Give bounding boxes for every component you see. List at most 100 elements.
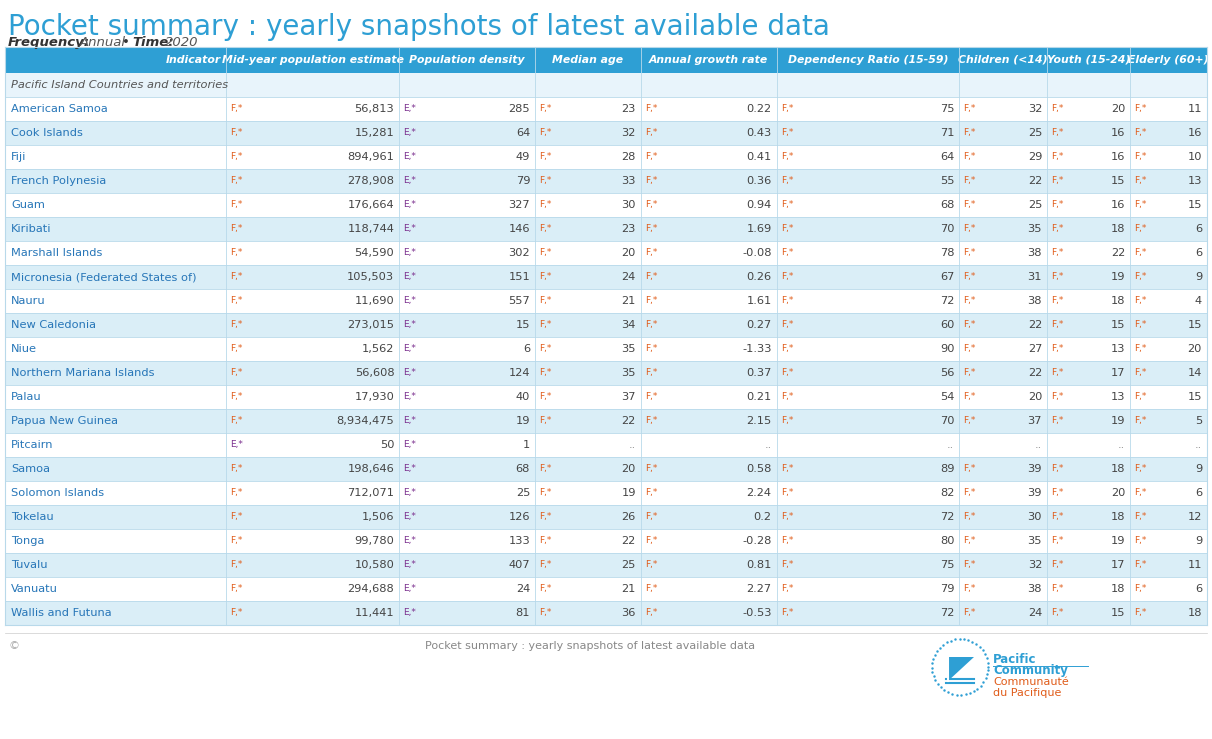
Text: Elderly (60+): Elderly (60+) — [1128, 55, 1208, 65]
Text: 302: 302 — [509, 248, 530, 258]
Text: F,*: F,* — [1134, 200, 1147, 209]
Text: 12: 12 — [1188, 512, 1202, 522]
Text: F,*: F,* — [230, 537, 242, 545]
Text: Cook Islands: Cook Islands — [11, 128, 82, 138]
Text: E,*: E,* — [404, 225, 416, 234]
Text: F,*: F,* — [1134, 296, 1147, 305]
Text: F,*: F,* — [230, 152, 242, 162]
Text: F,*: F,* — [230, 177, 242, 185]
Text: 0.41: 0.41 — [747, 152, 772, 162]
Text: F,*: F,* — [781, 608, 793, 618]
Text: F,*: F,* — [1051, 321, 1063, 330]
Text: 15: 15 — [1110, 176, 1125, 186]
Text: 15,281: 15,281 — [354, 128, 394, 138]
Text: 17: 17 — [1110, 368, 1125, 378]
Bar — [5, 241, 1207, 265]
Text: F,*: F,* — [1051, 344, 1063, 353]
Text: 72: 72 — [941, 608, 954, 618]
Text: 25: 25 — [516, 488, 530, 498]
Text: F,*: F,* — [1134, 104, 1147, 114]
Text: F,*: F,* — [964, 537, 976, 545]
Text: F,*: F,* — [645, 344, 657, 353]
Text: F,*: F,* — [230, 488, 242, 497]
Text: F,*: F,* — [1134, 369, 1147, 378]
Text: 17,930: 17,930 — [354, 392, 394, 402]
Text: F,*: F,* — [781, 152, 793, 162]
Bar — [5, 145, 1207, 169]
Text: F,*: F,* — [1051, 225, 1063, 234]
Text: 15: 15 — [1188, 200, 1202, 210]
Text: 19: 19 — [1110, 416, 1125, 426]
Bar — [5, 601, 1207, 625]
Text: 21: 21 — [622, 296, 636, 306]
Text: F,*: F,* — [781, 560, 793, 570]
Text: F,*: F,* — [1051, 488, 1063, 497]
Text: 70: 70 — [939, 224, 954, 234]
Text: 20: 20 — [1188, 344, 1202, 354]
Text: 89: 89 — [939, 464, 954, 474]
Bar — [5, 73, 1207, 97]
Text: F,*: F,* — [964, 225, 976, 234]
Text: F,*: F,* — [1051, 560, 1063, 570]
Text: F,*: F,* — [781, 465, 793, 474]
Text: 2.15: 2.15 — [747, 416, 772, 426]
Bar — [5, 217, 1207, 241]
Text: E,*: E,* — [230, 440, 244, 449]
Text: ..: .. — [1195, 440, 1202, 450]
Text: F,*: F,* — [964, 104, 976, 114]
Text: 11,441: 11,441 — [355, 608, 394, 618]
Text: 407: 407 — [509, 560, 530, 570]
Text: 72: 72 — [941, 512, 954, 522]
Text: F,*: F,* — [1051, 608, 1063, 618]
Text: 22: 22 — [1028, 368, 1042, 378]
Text: 22: 22 — [1028, 320, 1042, 330]
Text: F,*: F,* — [964, 129, 976, 137]
Text: F,*: F,* — [964, 344, 976, 353]
Text: F,*: F,* — [230, 465, 242, 474]
Text: E,*: E,* — [404, 296, 416, 305]
Text: F,*: F,* — [645, 369, 657, 378]
Text: 79: 79 — [939, 584, 954, 594]
Text: F,*: F,* — [964, 321, 976, 330]
Text: E,*: E,* — [404, 417, 416, 426]
Text: 20: 20 — [1028, 392, 1042, 402]
Text: E,*: E,* — [404, 248, 416, 257]
Text: 16: 16 — [1110, 200, 1125, 210]
Text: F,*: F,* — [539, 369, 551, 378]
Bar — [5, 169, 1207, 193]
Text: 118,744: 118,744 — [348, 224, 394, 234]
Text: •: • — [122, 36, 130, 49]
Text: 20: 20 — [1110, 488, 1125, 498]
Text: 70: 70 — [939, 416, 954, 426]
Polygon shape — [948, 657, 974, 681]
Text: F,*: F,* — [230, 273, 242, 282]
Text: ..: .. — [947, 440, 954, 450]
Text: 11,690: 11,690 — [354, 296, 394, 306]
Text: 67: 67 — [941, 272, 954, 282]
Text: 19: 19 — [1110, 536, 1125, 546]
Text: F,*: F,* — [645, 104, 657, 114]
Text: 11: 11 — [1188, 560, 1202, 570]
Text: F,*: F,* — [1134, 513, 1147, 522]
Text: 1,506: 1,506 — [361, 512, 394, 522]
Text: 124: 124 — [509, 368, 530, 378]
Text: F,*: F,* — [1051, 200, 1063, 209]
Text: 0.21: 0.21 — [747, 392, 772, 402]
Text: F,*: F,* — [781, 344, 793, 353]
Text: 6: 6 — [1195, 224, 1202, 234]
Text: F,*: F,* — [1134, 608, 1147, 618]
Text: F,*: F,* — [964, 392, 976, 401]
Text: 0.43: 0.43 — [747, 128, 772, 138]
Text: American Samoa: American Samoa — [11, 104, 108, 114]
Text: Tokelau: Tokelau — [11, 512, 53, 522]
Text: F,*: F,* — [964, 296, 976, 305]
Text: 6: 6 — [1195, 488, 1202, 498]
Text: 40: 40 — [516, 392, 530, 402]
Text: F,*: F,* — [230, 104, 242, 114]
Text: 56: 56 — [941, 368, 954, 378]
Text: 13: 13 — [1110, 392, 1125, 402]
Text: 32: 32 — [622, 128, 636, 138]
Text: Tuvalu: Tuvalu — [11, 560, 47, 570]
Text: 105,503: 105,503 — [347, 272, 394, 282]
Text: 50: 50 — [379, 440, 394, 450]
